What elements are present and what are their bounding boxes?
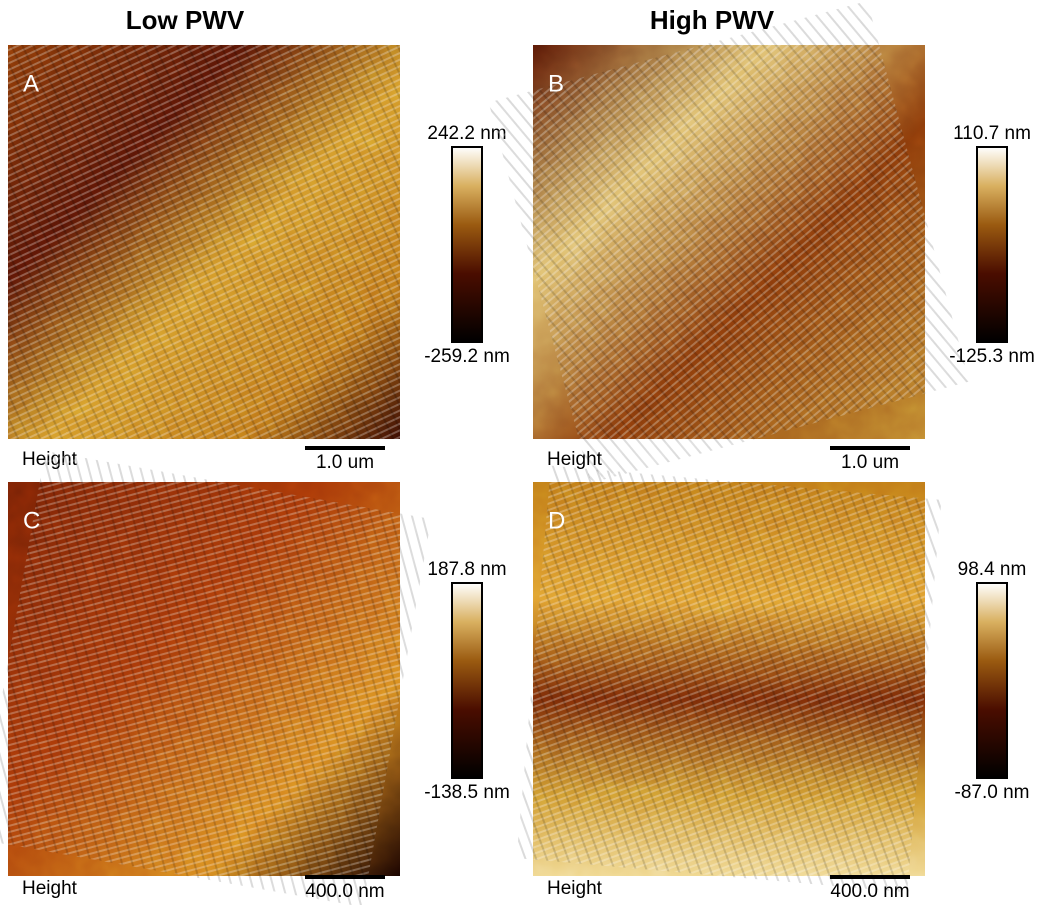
color-bar (976, 146, 1008, 343)
panel-letter: B (548, 70, 564, 97)
channel-label: Height (547, 449, 603, 470)
panel-letter: D (548, 507, 565, 534)
scale-min: -259.2 nm (424, 346, 510, 367)
channel-label: Height (547, 878, 603, 899)
scale-max: 110.7 nm (953, 123, 1031, 144)
afm-noise (8, 482, 400, 876)
scale-bar-label: 400.0 nm (830, 881, 909, 902)
scale-max: 98.4 nm (958, 559, 1027, 580)
scale-max: 187.8 nm (427, 559, 506, 580)
column-title: High PWV (650, 5, 775, 35)
color-bar (451, 146, 483, 343)
scale-bar-label: 400.0 nm (305, 881, 384, 902)
scale-max: 242.2 nm (427, 123, 506, 144)
scale-bar-label: 1.0 um (841, 452, 899, 473)
channel-label: Height (22, 878, 78, 899)
scale-min: -125.3 nm (949, 346, 1035, 367)
scale-min: -138.5 nm (424, 782, 510, 803)
panel-letter: A (23, 70, 39, 97)
scale-min: -87.0 nm (955, 782, 1030, 803)
afm-noise (533, 482, 925, 876)
panel-letter: C (23, 507, 40, 534)
scale-bar-label: 1.0 um (316, 452, 374, 473)
color-bar (451, 582, 483, 779)
afm-noise (533, 45, 925, 439)
afm-noise (8, 45, 400, 439)
color-bar (976, 582, 1008, 779)
column-title: Low PWV (126, 5, 245, 35)
